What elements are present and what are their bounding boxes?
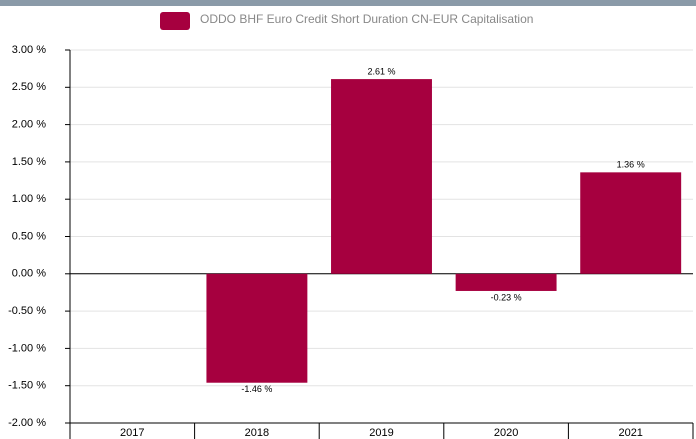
value-label: 2.61 % [367,66,395,76]
bar [206,273,308,383]
y-tick-label: -2.00 % [8,417,46,429]
y-tick-label: 1.50 % [12,156,46,168]
bar [331,79,432,274]
y-tick-label: 1.00 % [12,193,46,205]
x-tick-label: 2021 [618,427,642,439]
value-label: -0.23 % [491,292,522,302]
x-tick-label: 2019 [369,427,393,439]
x-tick-label: 2020 [494,427,518,439]
y-tick-label: 0.50 % [12,230,46,242]
x-tick-label: 2017 [120,427,144,439]
x-tick-label: 2018 [245,427,269,439]
y-tick-label: -0.50 % [8,305,46,317]
y-tick-label: -1.00 % [8,342,46,354]
top-bar [0,0,696,6]
bar [455,273,557,291]
value-label: 1.36 % [617,160,645,170]
bar [580,172,682,274]
legend-swatch [160,12,190,30]
y-tick-label: 2.50 % [12,81,46,93]
y-tick-label: 2.00 % [12,119,46,131]
legend-label: ODDO BHF Euro Credit Short Duration CN-E… [200,12,533,26]
y-tick-label: -1.50 % [8,380,46,392]
value-label: -1.46 % [241,384,272,394]
y-tick-label: 0.00 % [12,268,46,280]
y-tick-label: 3.00 % [12,44,46,56]
